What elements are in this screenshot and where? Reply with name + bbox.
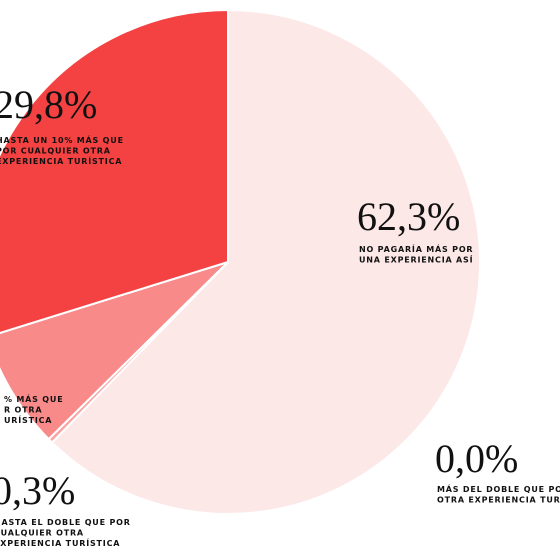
value-label: 0,3%: [0, 468, 75, 513]
value-label: 0,0%: [435, 436, 518, 481]
slice-label: EXPERIENCIA TURÍSTICA: [0, 537, 120, 548]
slice-label: HASTA EL DOBLE QUE POR: [0, 518, 131, 527]
pie-slice: [0, 8, 229, 334]
slice-label: % MÁS QUE: [4, 393, 63, 404]
slice-label: EXPERIENCIA TURÍSTICA: [0, 155, 122, 166]
pie-slice: [50, 8, 481, 515]
slice-label: CUALQUIER OTRA: [0, 529, 84, 538]
slice-label: NO PAGARÍA MÁS POR: [359, 243, 473, 254]
slice-label: MÁS DEL DOBLE QUE PO: [437, 483, 560, 494]
slice-label: URÍSTICA: [4, 414, 52, 425]
slice-label: OTRA EXPERIENCIA TURÍ: [437, 494, 560, 505]
slice-label: HASTA UN 10% MÁS QUE: [0, 134, 124, 145]
value-label: 62,3%: [357, 194, 460, 239]
slice-label: UNA EXPERIENCIA ASÍ: [359, 254, 473, 265]
slice-label: R OTRA: [4, 406, 42, 415]
value-label: 29,8%: [0, 82, 97, 127]
slice-label: POR CUALQUIER OTRA: [0, 147, 111, 156]
pie-slice: [0, 261, 229, 441]
